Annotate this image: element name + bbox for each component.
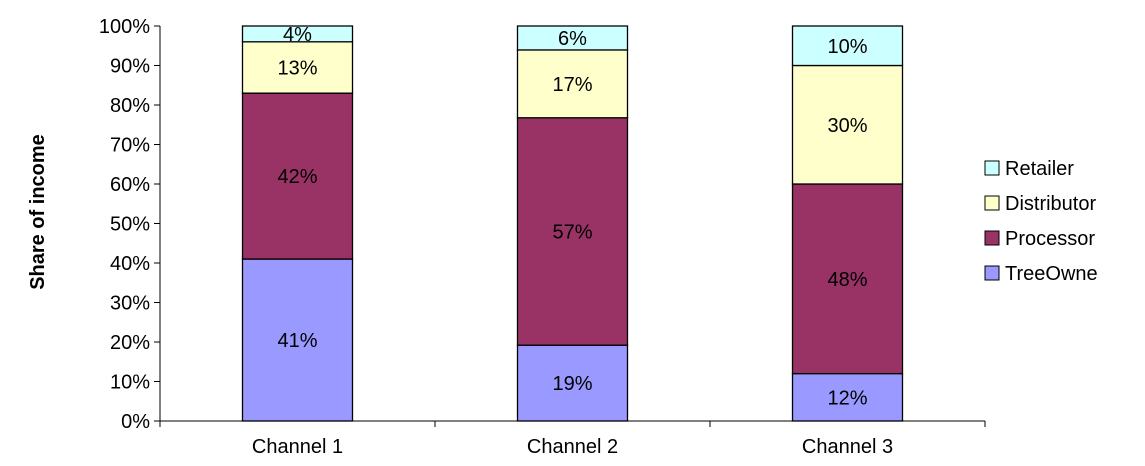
legend-swatch xyxy=(984,195,1000,211)
legend-swatch xyxy=(984,230,1000,246)
data-label: 13% xyxy=(277,57,317,79)
data-label: 4% xyxy=(283,24,312,46)
y-tick-label: 20% xyxy=(110,332,150,354)
bar-segment xyxy=(516,117,629,346)
data-label: 57% xyxy=(552,221,592,243)
data-label: 6% xyxy=(558,28,587,50)
y-tick-label: 10% xyxy=(110,372,150,394)
y-tick-label: 100% xyxy=(99,16,150,38)
legend-label: Distributor xyxy=(1005,193,1096,215)
data-label: 48% xyxy=(827,269,867,291)
data-label: 42% xyxy=(277,166,317,188)
bar-segment xyxy=(241,25,354,43)
y-tick-label: 60% xyxy=(110,174,150,196)
data-label: 17% xyxy=(552,74,592,96)
bar-segment xyxy=(791,25,904,67)
x-category-label: Channel 3 xyxy=(802,436,893,458)
data-label: 41% xyxy=(277,330,317,352)
bar-segment xyxy=(516,25,629,51)
y-tick-label: 30% xyxy=(110,293,150,315)
data-label: 12% xyxy=(827,387,867,409)
x-axis: Channel 1 Channel 2 Channel 3 xyxy=(159,420,986,458)
y-tick-label: 0% xyxy=(121,411,150,433)
bar-segment xyxy=(241,92,354,260)
y-tick-label: 90% xyxy=(110,56,150,78)
legend-label: Retailer xyxy=(1005,158,1074,180)
x-category-label: Channel 1 xyxy=(252,436,343,458)
bar-segment xyxy=(241,258,354,422)
x-category-label: Channel 2 xyxy=(527,436,618,458)
legend-swatch xyxy=(984,265,1000,281)
y-tick-label: 50% xyxy=(110,214,150,236)
bar-segment xyxy=(791,64,904,185)
y-tick-label: 40% xyxy=(110,253,150,275)
bar-segment xyxy=(791,372,904,422)
data-label: 30% xyxy=(827,115,867,137)
y-tick-label: 70% xyxy=(110,135,150,157)
bar-segment xyxy=(516,344,629,422)
y-axis: 0% 10% 20% 30% 40% 50% 60% 70% 80% 90% 100% xyxy=(99,16,161,433)
y-axis-label: Share of income xyxy=(27,134,49,290)
legend-label: TreeOwne xyxy=(1005,263,1098,285)
data-label: 19% xyxy=(552,373,592,395)
legend: Retailer Distributor Processor TreeOwne xyxy=(984,158,1098,285)
y-tick-label: 80% xyxy=(110,95,150,117)
data-label: 10% xyxy=(827,36,867,58)
legend-swatch xyxy=(984,160,1000,176)
legend-label: Processor xyxy=(1005,228,1095,250)
bar-segment xyxy=(516,49,629,119)
bar-segment xyxy=(791,183,904,375)
bars: 41% 42% 13% 4% 19% 57% 17% 6% 12% 48% 30% 10% xyxy=(241,24,904,422)
